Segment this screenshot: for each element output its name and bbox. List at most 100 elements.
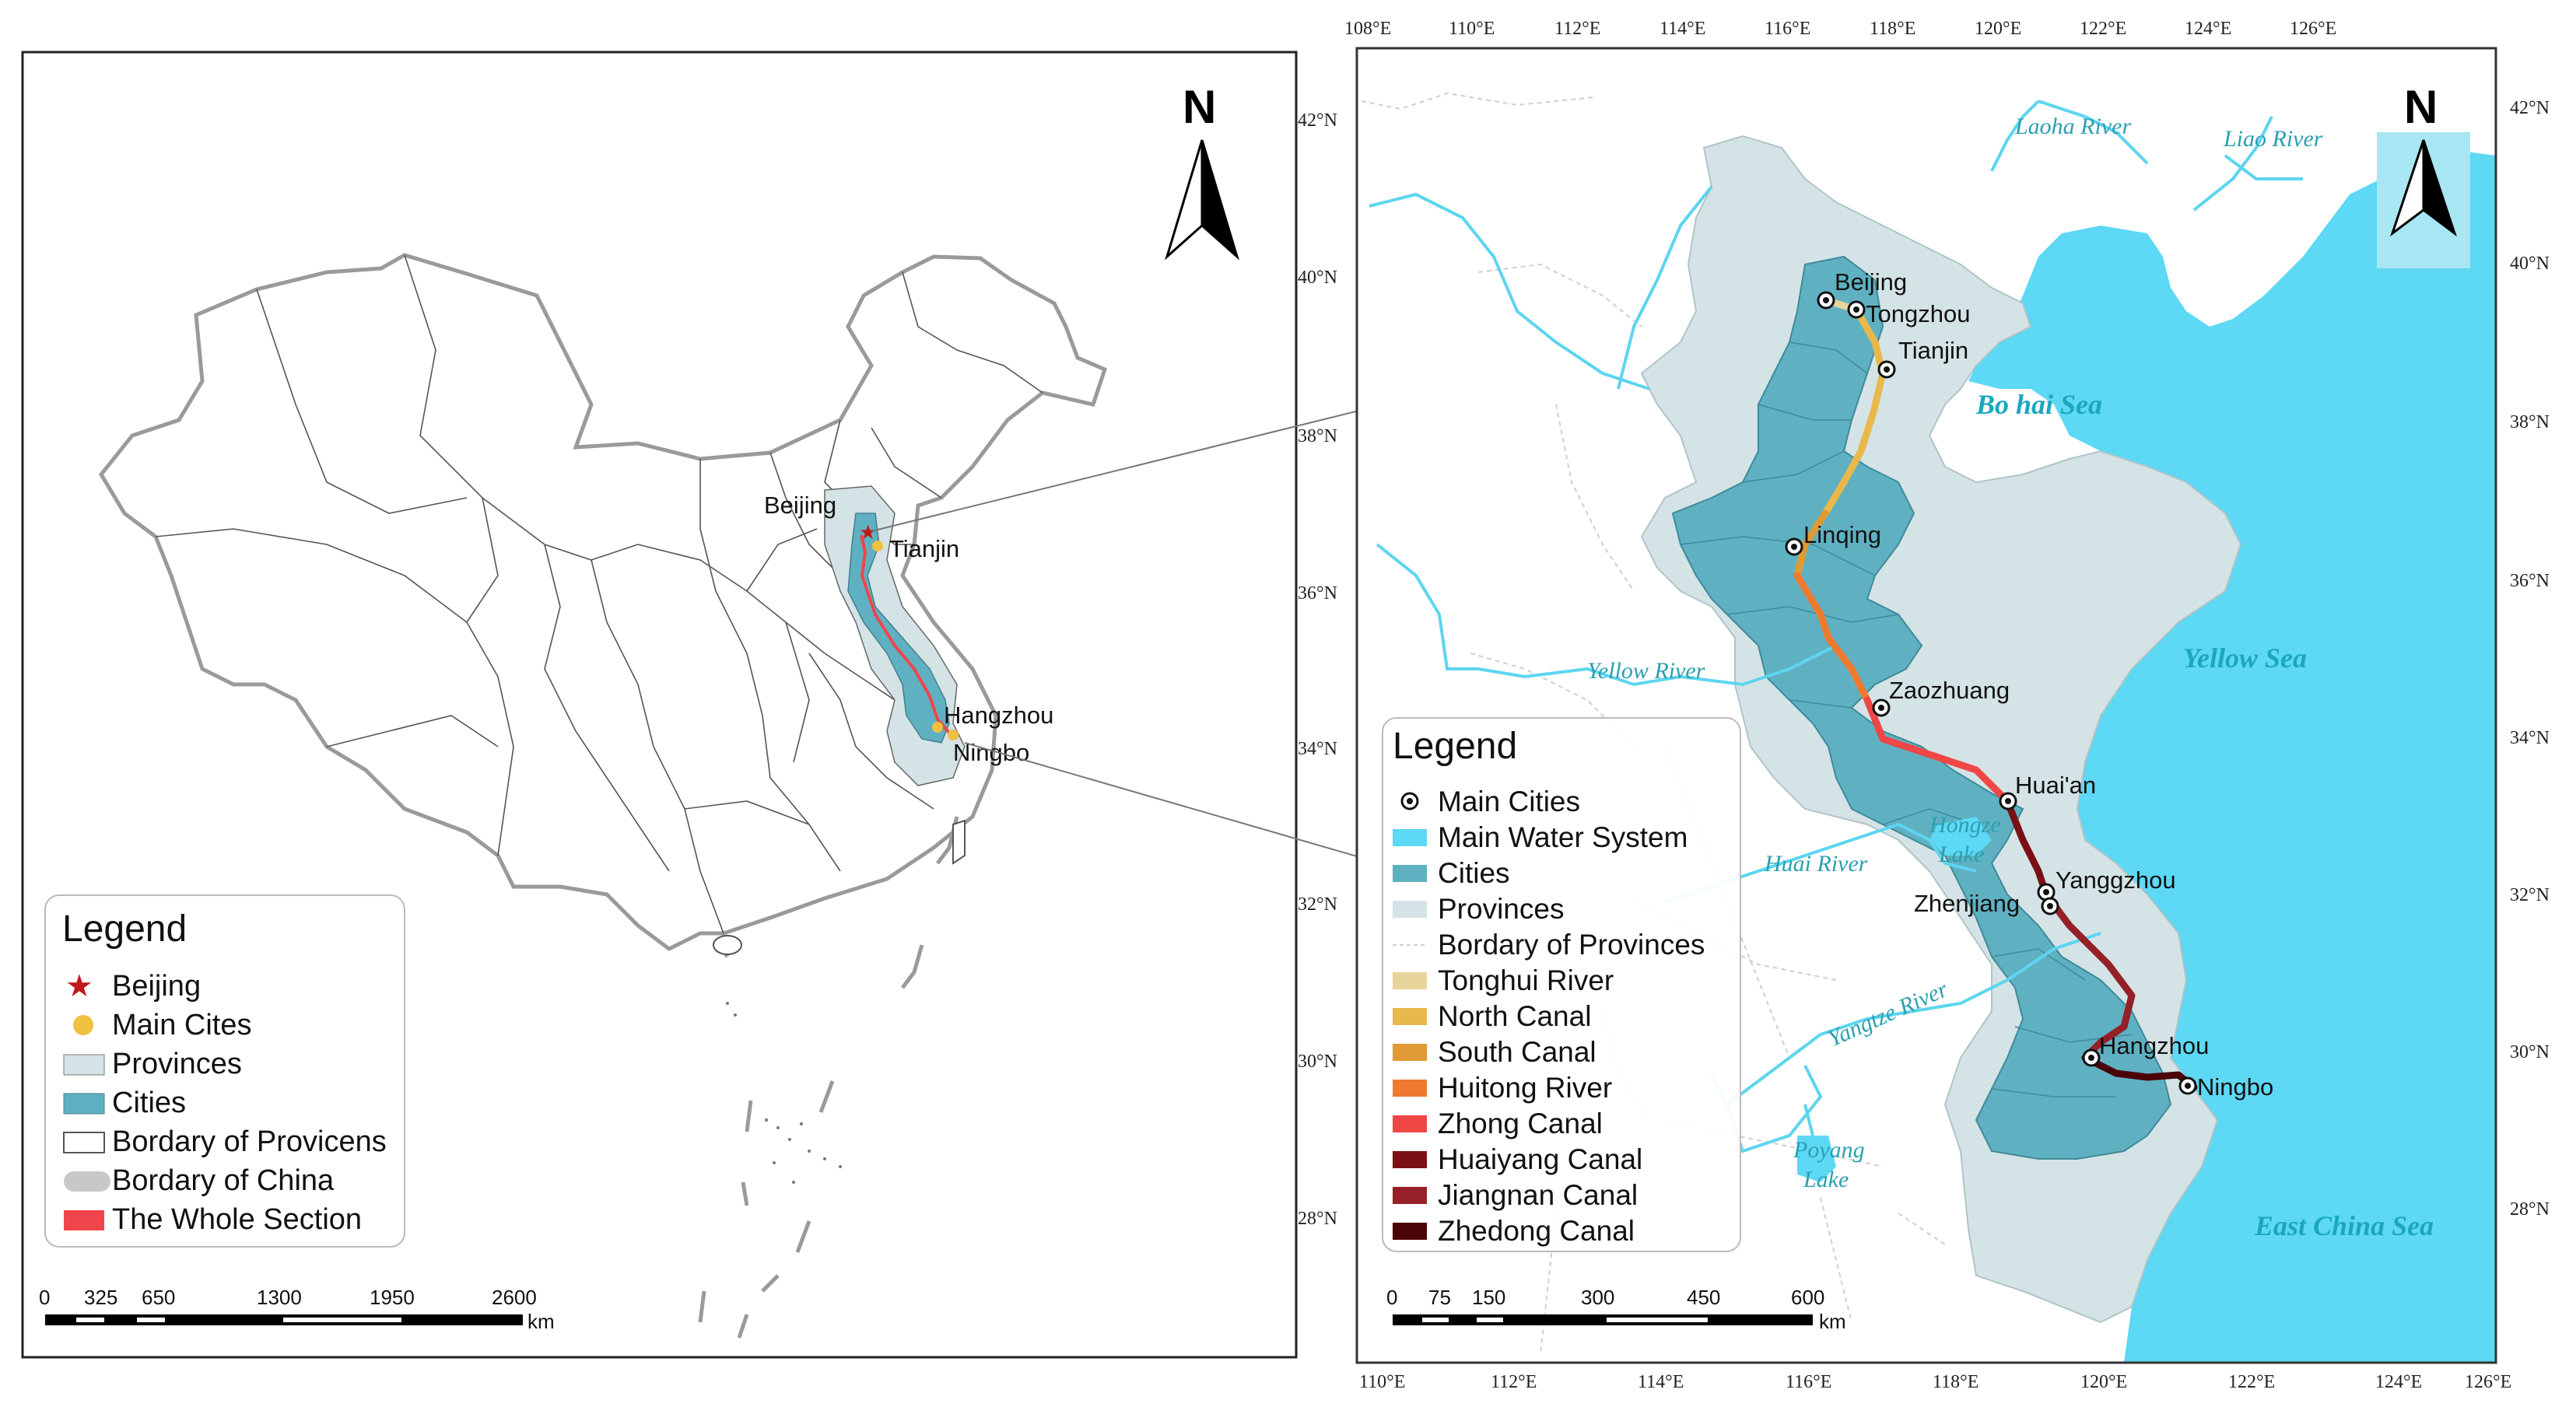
left-tianjin-label: Tianjin [889,535,959,562]
left-legend: Legend ★ Beijing Main Cites Provinces Ci… [44,894,405,1248]
legend-main-cites-icon [73,1015,93,1035]
yangzhou-label: Yanggzhou [2056,866,2176,894]
left-north-arrow: N [1165,81,1239,261]
bottom-lon-5: 120°E [2080,1372,2127,1392]
zhenjiang-label: Zhenjiang [1914,890,2020,917]
left-beijing-label: Beijing [764,492,836,519]
left-lat-0: 42°N [1298,110,1337,131]
left-legend-item-0: Beijing [112,970,201,1003]
right-legend-item-5: Tonghui River [1438,964,1614,996]
left-legend-item-2: Provinces [112,1048,242,1080]
right-legend-item-7: South Canal [1438,1036,1596,1068]
right-legend-item-2: Cities [1438,857,1510,889]
right-legend-item-1: Main Water System [1438,821,1688,853]
yellow-river-label: Yellow River [1587,658,1705,684]
right-scale-tick-2: 150 [1472,1286,1505,1309]
right-city-labels: Beijing Tongzhou Tianjin Linqing Zaozhua… [1803,268,2273,1101]
left-latitude-ticks: 42°N 40°N 38°N 36°N 34°N 32°N 30°N 28°N [1298,110,1337,1229]
huitong-river-segment [1793,572,1871,704]
right-legend-item-6: North Canal [1438,1000,1591,1032]
top-lon-4: 116°E [1765,19,1810,39]
legend-zhong-canal-swatch [1393,1115,1427,1132]
city-marker-dots [1791,297,2191,1089]
left-scale-tick-0: 0 [39,1286,50,1309]
ningbo-label: Ningbo [2197,1073,2273,1101]
huai-river-label: Huai River [1764,851,1868,877]
right-scale-bar: 0 75 150 300 450 600 km [1386,1286,1846,1333]
zhong-canal-segment [1863,696,2011,805]
yellow-sea-label: Yellow Sea [2183,642,2307,674]
legend-tonghui-swatch [1393,972,1427,989]
legend-beijing-star-icon: ★ [65,969,93,1003]
right-legend-item-9: Zhong Canal [1438,1108,1603,1139]
left-legend-item-6: The Whole Section [112,1203,362,1236]
huaiyang-canal-segment [2003,797,2050,898]
north-canal-segment [1821,306,1887,517]
water-labels: Laoha River Liao River Yellow River Huai… [1587,114,2434,1241]
tianjin-label: Tianjin [1898,337,1968,364]
hangzhou-label: Hangzhou [2099,1032,2209,1059]
right-lat-2: 38°N [2510,412,2550,432]
laoha-river-label: Laoha River [2014,114,2131,139]
legend-jiangnan-swatch [1393,1187,1427,1204]
left-ningbo-label: Ningbo [953,739,1029,766]
bottom-lon-7: 124°E [2375,1372,2422,1392]
right-scale-tick-3: 300 [1581,1286,1614,1309]
hainan-island [713,935,742,955]
right-scale-tick-5: 600 [1791,1286,1824,1309]
right-legend-item-0: Main Cities [1438,786,1580,817]
right-legend-item-8: Huitong River [1438,1072,1612,1104]
right-scale-tick-0: 0 [1386,1286,1397,1309]
ningbo-marker [948,730,959,740]
hongze-label-1: Hongze [1929,812,2001,838]
poyang-label-1: Poyang [1793,1137,1865,1163]
right-legend-item-10: Huaiyang Canal [1438,1143,1642,1175]
left-north-label: N [1183,81,1216,133]
left-scale-tick-4: 1950 [370,1286,415,1309]
right-legend-box [1382,717,1741,1252]
left-lat-2: 38°N [1298,426,1337,446]
bottom-lon-4: 118°E [1933,1372,1978,1392]
left-scale-bar: 0 325 650 1300 1950 2600 km [39,1286,555,1333]
left-legend-item-3: Cities [112,1087,186,1119]
bottom-lon-0: 110°E [1359,1372,1405,1392]
top-lon-6: 120°E [1975,19,2021,39]
bohai-sea-label: Bo hai Sea [1975,389,2102,420]
legend-whole-section-swatch [64,1210,104,1230]
top-lon-8: 124°E [2185,19,2231,39]
legend-provinces-swatch [63,1054,105,1076]
right-lat-1: 40°N [2510,254,2550,274]
left-scale-tick-3: 1300 [257,1286,302,1309]
huaian-label: Huai'an [2015,772,2096,799]
whole-section-route [860,534,951,734]
right-legend-title: Legend [1393,726,1517,767]
beijing-label: Beijing [1835,268,1907,296]
legend-north-canal-swatch [1393,1008,1427,1025]
left-lat-4: 34°N [1298,739,1337,759]
right-latitude-ticks: 42°N 40°N 38°N 36°N 34°N 32°N 30°N 28°N [2510,98,2550,1220]
left-legend-item-1: Main Cites [112,1009,252,1041]
poyang-label-2: Lake [1803,1167,1849,1192]
right-legend-item-4: Bordary of Provinces [1438,929,1705,961]
beijing-star-icon: ★ [859,520,877,544]
right-north-label: N [2404,81,2438,133]
zaozhuang-label: Zaozhuang [1889,677,2010,704]
legend-south-canal-swatch [1393,1044,1427,1061]
poyang-lake [1797,1136,1836,1182]
top-lon-0: 108°E [1344,19,1391,39]
left-legend-title: Legend [62,908,187,950]
legend-huitong-swatch [1393,1080,1427,1097]
canal-cities-area [1671,255,2172,1160]
top-lon-5: 118°E [1870,19,1915,39]
legend-huaiyang-swatch [1393,1151,1427,1168]
top-lon-3: 114°E [1660,19,1705,39]
right-scale-tick-4: 450 [1687,1286,1720,1309]
legend-zhedong-swatch [1393,1223,1427,1240]
sea-area [1968,148,2496,1363]
right-north-arrow: N [2390,81,2457,237]
top-lon-7: 122°E [2080,19,2126,39]
liao-river-label: Liao River [2223,126,2323,152]
top-lon-1: 110°E [1449,19,1495,39]
right-legend-item-3: Provinces [1438,893,1564,925]
right-legend-item-12: Zhedong Canal [1438,1215,1635,1247]
